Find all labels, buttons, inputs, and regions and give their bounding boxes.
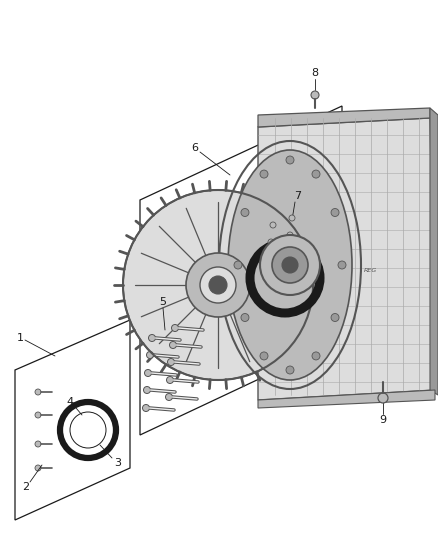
Circle shape (234, 261, 242, 269)
Ellipse shape (228, 150, 352, 380)
Polygon shape (258, 108, 430, 127)
Circle shape (280, 260, 316, 296)
Circle shape (146, 351, 153, 359)
Polygon shape (258, 118, 435, 400)
Text: 4: 4 (67, 397, 74, 407)
Text: 2: 2 (22, 482, 29, 492)
Text: 5: 5 (159, 297, 166, 307)
Circle shape (35, 389, 41, 395)
Polygon shape (430, 108, 438, 395)
Circle shape (166, 376, 173, 384)
Circle shape (288, 268, 308, 288)
Circle shape (35, 441, 41, 447)
Circle shape (172, 325, 179, 332)
Circle shape (142, 405, 149, 411)
Circle shape (260, 352, 268, 360)
Circle shape (60, 402, 116, 458)
Circle shape (241, 313, 249, 321)
Circle shape (312, 352, 320, 360)
Circle shape (145, 369, 152, 376)
Circle shape (311, 91, 319, 99)
Circle shape (284, 249, 290, 255)
Circle shape (378, 393, 388, 403)
Text: 3: 3 (114, 458, 121, 468)
Circle shape (287, 232, 293, 238)
Circle shape (338, 261, 346, 269)
Polygon shape (15, 320, 130, 520)
Circle shape (268, 239, 274, 245)
Circle shape (35, 412, 41, 418)
Text: 6: 6 (191, 143, 198, 153)
Circle shape (289, 215, 295, 221)
Circle shape (272, 247, 308, 283)
Text: 8: 8 (311, 68, 318, 78)
Circle shape (167, 359, 174, 366)
Circle shape (265, 255, 271, 261)
Circle shape (200, 267, 236, 303)
Text: REG: REG (364, 268, 377, 272)
Circle shape (286, 366, 294, 374)
Text: 9: 9 (379, 415, 387, 425)
Circle shape (260, 235, 320, 295)
Circle shape (148, 335, 155, 342)
Circle shape (70, 412, 106, 448)
Circle shape (282, 257, 298, 273)
Circle shape (270, 222, 276, 228)
Circle shape (312, 170, 320, 178)
Circle shape (241, 208, 249, 216)
Circle shape (209, 276, 227, 294)
Circle shape (170, 342, 177, 349)
Circle shape (260, 170, 268, 178)
Circle shape (286, 156, 294, 164)
Text: 7: 7 (294, 191, 301, 201)
Circle shape (35, 465, 41, 471)
Polygon shape (258, 390, 435, 408)
Circle shape (123, 190, 313, 380)
Circle shape (331, 313, 339, 321)
Circle shape (144, 386, 151, 393)
Text: 1: 1 (17, 333, 24, 343)
Circle shape (331, 208, 339, 216)
Circle shape (186, 253, 250, 317)
Polygon shape (140, 106, 342, 435)
Circle shape (166, 393, 173, 400)
